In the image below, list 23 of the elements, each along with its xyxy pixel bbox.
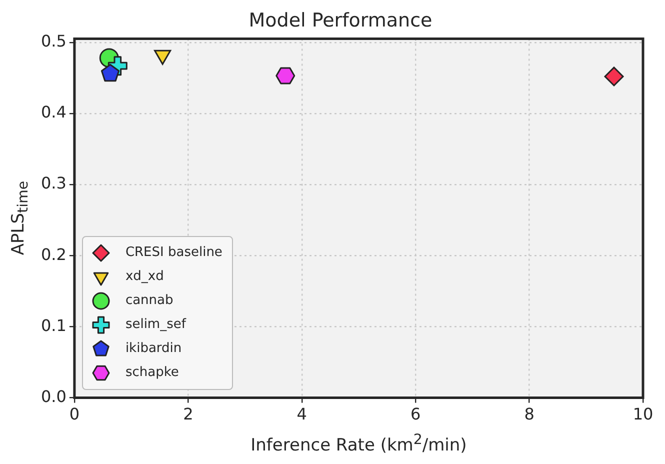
legend-label: CRESI baseline <box>125 245 222 260</box>
point <box>100 64 120 82</box>
legend-label: xd_xd <box>125 269 164 284</box>
legend-label: selim_sef <box>125 317 186 332</box>
point <box>276 67 296 84</box>
point <box>604 66 624 86</box>
x-tick-label: 6 <box>410 404 421 424</box>
y-tick-label: 0.3 <box>40 174 66 193</box>
legend-label: schapke <box>125 365 179 380</box>
y-tick-label: 0.1 <box>40 316 66 335</box>
x-tick-label: 8 <box>524 404 534 424</box>
y-tick-label: 0.4 <box>40 102 66 122</box>
x-tick-label: 2 <box>183 404 194 424</box>
legend-label: cannab <box>125 293 174 308</box>
y-tick-label: 0.5 <box>40 32 66 51</box>
y-tick-label: 0.2 <box>40 244 66 264</box>
y-tick-label: 0.0 <box>40 386 66 406</box>
chart-title: Model Performance <box>248 9 432 32</box>
x-axis-title: Inference Rate (km$^{2}$/min) <box>250 432 467 456</box>
legend-label: ikibardin <box>125 341 182 356</box>
x-tick-label: 0 <box>69 404 80 424</box>
x-tick-label: 4 <box>296 404 307 424</box>
x-tick-label: 10 <box>632 404 654 424</box>
